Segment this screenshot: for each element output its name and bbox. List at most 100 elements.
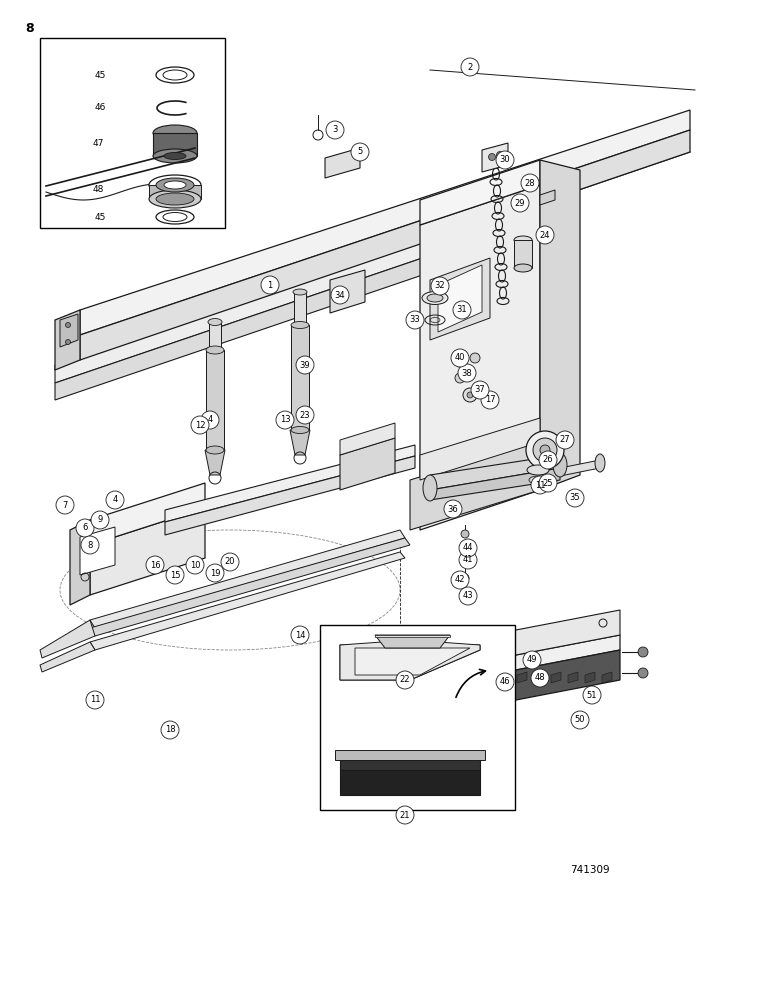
Circle shape [406, 311, 424, 329]
Circle shape [451, 571, 469, 589]
Circle shape [471, 381, 489, 399]
Circle shape [221, 553, 239, 571]
Ellipse shape [149, 175, 201, 195]
Polygon shape [375, 635, 450, 648]
Polygon shape [560, 460, 600, 476]
Circle shape [521, 174, 539, 192]
Circle shape [511, 194, 529, 212]
Circle shape [496, 673, 514, 691]
Text: 48: 48 [93, 186, 103, 194]
Polygon shape [430, 258, 490, 340]
Polygon shape [500, 672, 510, 683]
Circle shape [261, 276, 279, 294]
Ellipse shape [514, 264, 532, 272]
Ellipse shape [291, 322, 309, 328]
Circle shape [276, 411, 294, 429]
Ellipse shape [529, 476, 547, 484]
Polygon shape [90, 530, 405, 628]
Polygon shape [340, 438, 395, 490]
Ellipse shape [540, 445, 550, 455]
Polygon shape [534, 672, 544, 683]
Polygon shape [420, 418, 540, 480]
Circle shape [331, 286, 349, 304]
Text: 7: 7 [63, 500, 68, 510]
Text: 14: 14 [295, 631, 305, 640]
Ellipse shape [208, 318, 222, 326]
Polygon shape [80, 527, 115, 575]
Circle shape [291, 626, 309, 644]
Circle shape [444, 500, 462, 518]
Ellipse shape [149, 190, 201, 208]
Bar [40, 38, 225, 228]
Circle shape [453, 301, 471, 319]
Polygon shape [430, 455, 560, 490]
Text: 6: 6 [83, 524, 88, 532]
Circle shape [459, 551, 477, 569]
Circle shape [571, 711, 589, 729]
Ellipse shape [153, 125, 197, 141]
Circle shape [201, 411, 219, 429]
Circle shape [539, 451, 557, 469]
Polygon shape [514, 240, 532, 268]
Text: 1: 1 [267, 280, 273, 290]
Text: 4: 4 [208, 416, 212, 424]
Ellipse shape [156, 193, 194, 205]
Ellipse shape [153, 149, 197, 163]
Polygon shape [153, 133, 197, 156]
Text: 2: 2 [467, 62, 472, 72]
Text: 4: 4 [113, 495, 117, 504]
Polygon shape [420, 185, 540, 530]
Polygon shape [430, 468, 560, 500]
Circle shape [470, 353, 480, 363]
Text: 36: 36 [448, 504, 459, 514]
Polygon shape [165, 445, 415, 522]
Circle shape [191, 416, 209, 434]
Circle shape [66, 322, 70, 328]
Circle shape [455, 357, 465, 367]
Circle shape [86, 691, 104, 709]
Polygon shape [420, 160, 540, 225]
Circle shape [467, 392, 473, 398]
Polygon shape [291, 325, 309, 430]
Circle shape [523, 651, 541, 669]
Polygon shape [568, 672, 578, 683]
Polygon shape [80, 110, 690, 335]
Text: 39: 39 [300, 360, 310, 369]
Polygon shape [602, 672, 612, 683]
Circle shape [146, 556, 164, 574]
Polygon shape [60, 314, 78, 347]
Polygon shape [90, 483, 205, 545]
Circle shape [638, 647, 648, 657]
Polygon shape [330, 270, 365, 313]
Circle shape [296, 406, 314, 424]
Circle shape [536, 226, 554, 244]
Text: 43: 43 [462, 591, 473, 600]
Polygon shape [209, 322, 221, 350]
Text: 34: 34 [335, 290, 345, 300]
Ellipse shape [422, 292, 448, 304]
Polygon shape [55, 310, 80, 370]
Circle shape [451, 349, 469, 367]
Text: 21: 21 [400, 810, 410, 820]
Polygon shape [294, 292, 306, 325]
Text: 5: 5 [357, 147, 363, 156]
Text: 37: 37 [475, 385, 486, 394]
Text: 16: 16 [150, 560, 161, 570]
Text: 50: 50 [574, 716, 585, 724]
Polygon shape [340, 640, 480, 680]
Ellipse shape [156, 178, 194, 192]
Polygon shape [70, 520, 90, 605]
Text: 3: 3 [332, 125, 337, 134]
Circle shape [396, 806, 414, 824]
Text: 28: 28 [525, 178, 535, 188]
Ellipse shape [527, 465, 549, 475]
Polygon shape [206, 350, 224, 450]
Polygon shape [517, 672, 527, 683]
Polygon shape [340, 423, 395, 455]
Circle shape [396, 671, 414, 689]
Polygon shape [585, 672, 595, 683]
Circle shape [351, 143, 369, 161]
Circle shape [186, 556, 204, 574]
Text: 46: 46 [94, 104, 106, 112]
Circle shape [431, 277, 449, 295]
